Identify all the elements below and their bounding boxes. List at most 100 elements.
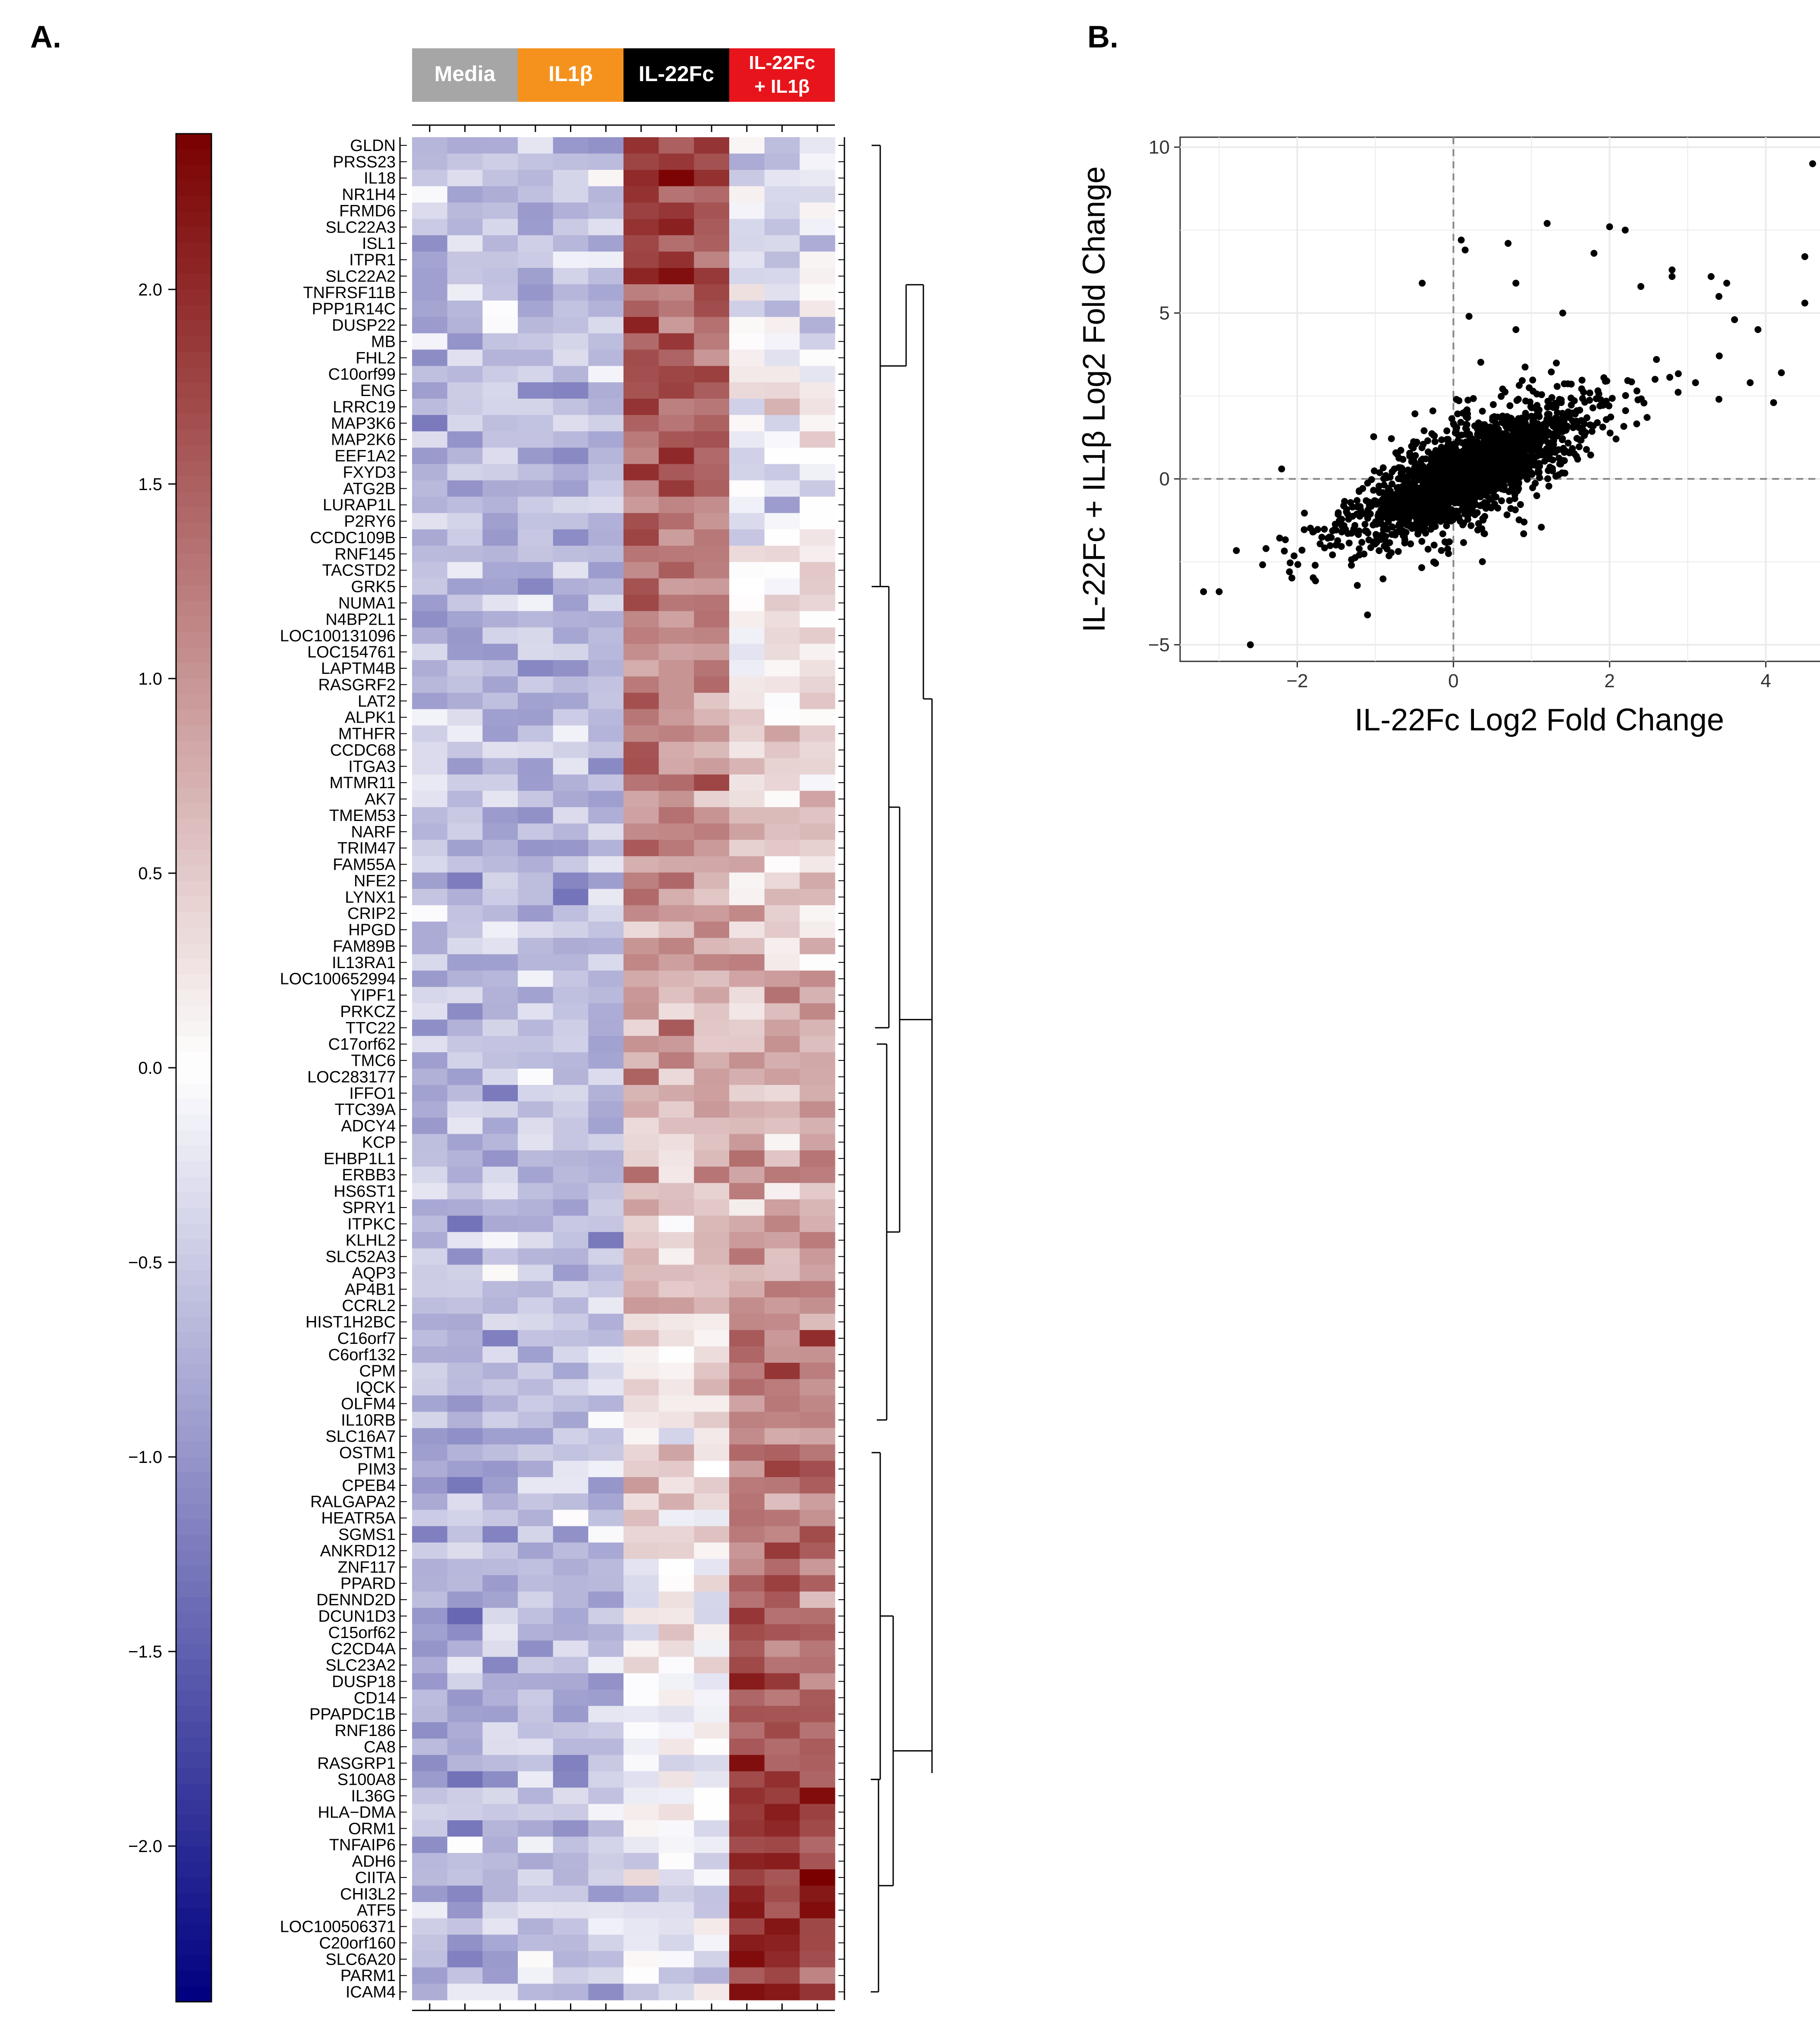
heatmap-cell-ADCY4-9 bbox=[694, 1117, 730, 1135]
color-scale-step-56 bbox=[176, 990, 211, 1006]
heatmap-cell-MTMR11-6 bbox=[588, 774, 624, 791]
heatmap-cell-C16orf7-9 bbox=[694, 1330, 730, 1347]
heatmap-cell-MTHFR-5 bbox=[553, 725, 589, 742]
scatter-point-bulk-2179 bbox=[1364, 515, 1371, 522]
heatmap-cell-FHL2-3 bbox=[482, 349, 518, 366]
heatmap-cell-SLC6A20-9 bbox=[694, 1951, 730, 1968]
heatmap-cell-DUSP18-3 bbox=[482, 1673, 518, 1690]
heatmap-cell-HEATR5A-3 bbox=[482, 1510, 518, 1527]
color-scale-label-3: 0.5 bbox=[138, 864, 162, 883]
heatmap-cell-C10orf99-3 bbox=[482, 366, 518, 383]
heatmap-cell-SLC6A20-11 bbox=[764, 1951, 800, 1968]
scatter-point-bulk-2309 bbox=[1491, 443, 1498, 450]
heatmap-cell-CHI3L2-9 bbox=[694, 1885, 730, 1903]
heatmap-cell-MTMR11-5 bbox=[553, 774, 589, 791]
group-bars: Media IL1β IL-22Fc IL-22Fc+ IL1β bbox=[412, 48, 835, 102]
heatmap-cell-ITPR1-5 bbox=[553, 252, 589, 268]
heatmap-cell-ITPKC-4 bbox=[518, 1215, 554, 1233]
heatmap-cell-LOC283177-3 bbox=[482, 1069, 518, 1085]
heatmap-cell-ENG-3 bbox=[482, 382, 518, 399]
heatmap-cell-ITGA3-7 bbox=[623, 758, 659, 775]
heatmap-cell-RASGRF2-6 bbox=[588, 676, 624, 693]
heatmap-cell-ADH6-10 bbox=[729, 1853, 765, 1870]
heatmap-cell-SPRY1-11 bbox=[764, 1199, 800, 1216]
heatmap-cell-NARF-6 bbox=[588, 823, 624, 840]
scatter-point-bulk-2053 bbox=[1385, 552, 1393, 560]
heatmap-cell-C6orf132-1 bbox=[412, 1346, 448, 1363]
heatmap-cell-PPARD-7 bbox=[623, 1575, 659, 1592]
heatmap-cell-LAT2-5 bbox=[553, 692, 589, 710]
heatmap-cell-LAT2-6 bbox=[588, 692, 624, 710]
heatmap-cell-ATF5-3 bbox=[482, 1902, 518, 1919]
heatmap-cell-NR1H4-11 bbox=[764, 186, 800, 203]
heatmap-cell-MTHFR-7 bbox=[623, 725, 659, 742]
heatmap-cell-FAM55A-4 bbox=[518, 856, 554, 873]
heatmap-cell-PRSS23-1 bbox=[412, 153, 448, 170]
heatmap-cell-SPRY1-5 bbox=[553, 1199, 589, 1216]
heatmap-cell-LOC100506371-12 bbox=[800, 1918, 835, 1935]
scatter-point-outlier-11 bbox=[1505, 240, 1512, 247]
heatmap-cell-KCP-4 bbox=[518, 1134, 554, 1151]
heatmap-cell-AQP3-1 bbox=[412, 1264, 448, 1282]
heatmap-cell-LOC154761-2 bbox=[447, 644, 483, 660]
heatmap-cell-FAM55A-10 bbox=[729, 856, 765, 873]
color-scale-step-34 bbox=[176, 647, 211, 664]
gene-label-ITPR1: ITPR1 bbox=[349, 251, 396, 269]
heatmap-cell-OSTM1-5 bbox=[553, 1444, 589, 1461]
heatmap-cell-GLDN-11 bbox=[764, 137, 800, 154]
heatmap-cell-FXYD3-3 bbox=[482, 464, 518, 481]
heatmap-cell-ZNF117-1 bbox=[412, 1559, 448, 1576]
row-ticks-right bbox=[838, 137, 845, 2000]
heatmap-cell-FAM55A-3 bbox=[482, 856, 518, 873]
heatmap-cell-KLHL2-12 bbox=[800, 1232, 835, 1249]
heatmap-cell-ATF5-6 bbox=[588, 1902, 624, 1919]
heatmap-cell-ORM1-4 bbox=[518, 1820, 554, 1837]
heatmap-cell-ALPK1-12 bbox=[800, 709, 835, 726]
gene-label-C10orf99: C10orf99 bbox=[328, 365, 396, 384]
color-scale-step-95 bbox=[176, 1597, 211, 1613]
color-scale-step-21 bbox=[176, 445, 211, 461]
heatmap-cell-DUSP22-1 bbox=[412, 317, 448, 334]
heatmap-cell-NARF-4 bbox=[518, 823, 554, 840]
heatmap-cell-SLC22A3-4 bbox=[518, 219, 554, 236]
heatmap-cell-SLC52A3-6 bbox=[588, 1248, 624, 1265]
heatmap-cell-PARM1-8 bbox=[658, 1967, 694, 1984]
color-scale-step-35 bbox=[176, 663, 211, 679]
scatter-point-bulk-1673 bbox=[1471, 445, 1478, 453]
heatmap-cell-MTMR11-7 bbox=[623, 774, 659, 791]
scatter-point-bulk-2368 bbox=[1404, 522, 1411, 529]
gene-label-IL13RA1: IL13RA1 bbox=[332, 954, 396, 972]
heatmap-cell-ATF5-1 bbox=[412, 1902, 448, 1919]
heatmap-cell-AK7-8 bbox=[658, 791, 694, 808]
heatmap-cell-IFFO1-9 bbox=[694, 1085, 730, 1102]
heatmap-cell-ITPKC-3 bbox=[482, 1215, 518, 1233]
scatter-point-bulk-2284 bbox=[1527, 462, 1534, 469]
heatmap-cell-OLFM4-7 bbox=[623, 1395, 659, 1412]
heatmap-cell-C15orf62-5 bbox=[553, 1624, 589, 1641]
heatmap-cell-NARF-10 bbox=[729, 823, 765, 840]
color-scale-step-1 bbox=[176, 134, 211, 150]
heatmap-cell-HS6ST1-12 bbox=[800, 1183, 835, 1200]
heatmap-cell-ZNF117-6 bbox=[588, 1559, 624, 1576]
heatmap-cell-S100A8-4 bbox=[518, 1771, 554, 1788]
heatmap-cell-CHI3L2-5 bbox=[553, 1885, 589, 1903]
scatter-point-bulk-1868 bbox=[1575, 443, 1583, 450]
heatmap-cell-LOC283177-5 bbox=[553, 1069, 589, 1085]
heatmap-cell-HS6ST1-9 bbox=[694, 1183, 730, 1200]
color-scale-step-105 bbox=[176, 1752, 211, 1769]
heatmap-cell-ITGA3-5 bbox=[553, 758, 589, 775]
heatmap-cell-PARM1-9 bbox=[694, 1967, 730, 1984]
color-scale-step-96 bbox=[176, 1612, 211, 1629]
scatter-point-bulk-1366 bbox=[1379, 464, 1387, 472]
scatter-point-bulk-2275 bbox=[1487, 437, 1495, 444]
scatter-point-bulk-1186 bbox=[1438, 436, 1445, 443]
color-scale-step-80 bbox=[176, 1363, 211, 1380]
color-scale-step-108 bbox=[176, 1799, 211, 1815]
heatmap-cell-HS6ST1-10 bbox=[729, 1183, 765, 1200]
heatmap-cell-SLC23A2-1 bbox=[412, 1657, 448, 1674]
heatmap-cell-LRRC19-11 bbox=[764, 399, 800, 415]
scatter-point-bulk-952 bbox=[1312, 562, 1319, 569]
scatter-point-bulk-524 bbox=[1644, 414, 1651, 421]
heatmap-cell-ATG2B-9 bbox=[694, 480, 730, 497]
heatmap-cell-GLDN-4 bbox=[518, 137, 554, 154]
